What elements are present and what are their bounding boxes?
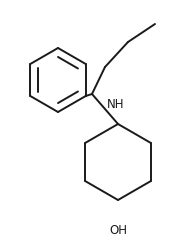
Text: NH: NH <box>107 99 125 111</box>
Text: OH: OH <box>109 224 127 236</box>
